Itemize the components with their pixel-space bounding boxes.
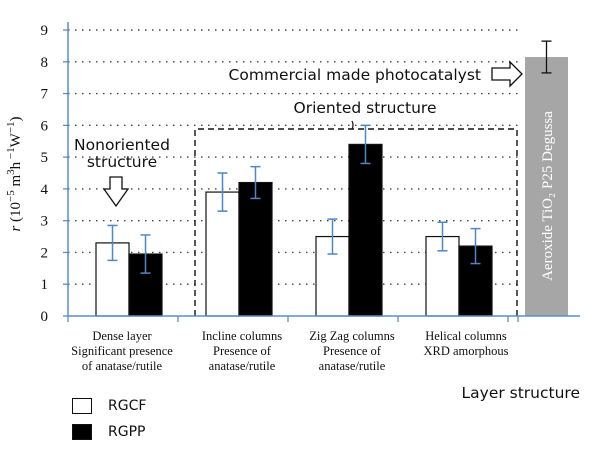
right-arrow-icon bbox=[491, 60, 523, 88]
legend-item-rgcf: RGCF bbox=[72, 398, 146, 414]
error-bars-group bbox=[107, 124, 481, 274]
y-tick-2: 2 bbox=[41, 245, 49, 261]
category-label-2-2: anatase/rutile bbox=[319, 359, 386, 373]
reference-bar-group: Aeroxide TiO₂ P25 Degussa bbox=[525, 40, 568, 317]
bar-rgpp-1 bbox=[238, 181, 273, 317]
nonoriented-annotation-0: Nonoriented bbox=[74, 136, 170, 154]
oriented-structure-bracket bbox=[194, 120, 518, 316]
axes-group bbox=[63, 22, 580, 322]
legend-item-rgpp: RGPP bbox=[72, 424, 145, 440]
category-label-1-2: anatase/rutile bbox=[209, 359, 276, 373]
bars-group bbox=[95, 143, 493, 317]
category-label-0-2: of anatase/rutile bbox=[82, 359, 163, 373]
oriented-structure-pointer bbox=[351, 120, 354, 130]
y-tick-1: 1 bbox=[41, 277, 49, 293]
category-label-0-0: Dense layer bbox=[92, 329, 152, 343]
reference-bar-label: Aeroxide TiO₂ P25 Degussa bbox=[540, 111, 556, 281]
category-label-2-0: Zig Zag columns bbox=[309, 329, 395, 343]
y-tick-9: 9 bbox=[41, 23, 49, 39]
y-axis-label: r (10−5 m3h −1W−1) bbox=[5, 116, 24, 231]
oriented-structure-dashed-box bbox=[194, 128, 518, 316]
y-tick-0: 0 bbox=[41, 309, 49, 325]
commercial-annotation: Commercial made photocatalyst bbox=[229, 66, 481, 84]
oriented-structure-annotation: Oriented structure bbox=[294, 99, 437, 117]
category-label-3-0: Helical columns bbox=[425, 329, 507, 343]
legend-swatch-rgcf bbox=[72, 398, 92, 414]
legend-swatch-rgpp bbox=[72, 424, 92, 440]
bar-rgpp-2 bbox=[348, 143, 383, 317]
nonoriented-annotation-1: structure bbox=[87, 153, 157, 171]
bar-rgcf-1 bbox=[205, 191, 240, 317]
category-label-1-1: Presence of bbox=[213, 344, 272, 358]
gridlines bbox=[68, 29, 518, 285]
y-tick-5: 5 bbox=[41, 150, 49, 166]
y-tick-7: 7 bbox=[41, 87, 49, 103]
x-axis-label: Layer structure bbox=[462, 384, 580, 402]
y-tick-3: 3 bbox=[41, 214, 49, 230]
reference-bar bbox=[525, 57, 568, 317]
y-tick-6: 6 bbox=[41, 118, 49, 134]
annotations: Commercial made photocatalyst Oriented st… bbox=[74, 60, 523, 208]
y-tick-labels: 0 1 2 3 4 5 6 7 8 9 r (10−5 m3h −1W−1) bbox=[5, 23, 49, 325]
y-tick-4: 4 bbox=[41, 182, 49, 198]
y-tick-8: 8 bbox=[41, 55, 49, 71]
category-label-3-1: XRD amorphous bbox=[423, 344, 508, 358]
category-label-2-1: Presence of bbox=[323, 344, 382, 358]
legend-label-rgcf: RGCF bbox=[108, 398, 147, 414]
category-label-1-0: Incline columns bbox=[202, 329, 282, 343]
down-arrow-icon bbox=[102, 176, 130, 208]
legend-label-rgpp: RGPP bbox=[108, 424, 146, 440]
category-label-0-1: Significant presence bbox=[71, 344, 173, 358]
